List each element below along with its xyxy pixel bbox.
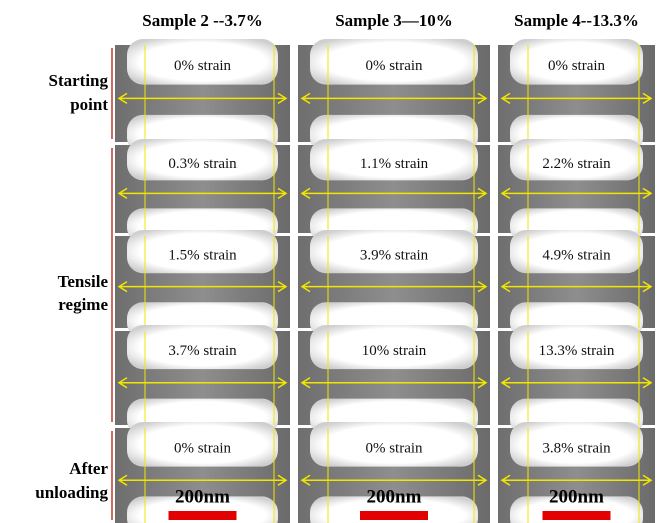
column-header: Sample 2 --3.7%	[142, 11, 262, 30]
strain-label: 3.7% strain	[168, 343, 237, 359]
sem-cell: 10% strain	[298, 325, 490, 436]
strain-label: 1.1% strain	[360, 156, 429, 172]
strain-label: 13.3% strain	[539, 343, 615, 359]
scale-bar-label: 200nm	[175, 486, 230, 507]
sem-cell: 3.9% strain	[298, 230, 490, 339]
strain-label: 0% strain	[365, 440, 423, 456]
sem-cell: 0% strain	[115, 422, 290, 523]
row-label: point	[70, 95, 108, 114]
sem-cell: 0% strain	[498, 39, 655, 154]
sem-cell: 3.7% strain	[115, 325, 290, 436]
strain-label: 3.8% strain	[542, 440, 611, 456]
row-label: Tensile	[58, 272, 109, 291]
sem-cell: 0% strain	[298, 422, 490, 523]
row-label: unloading	[35, 483, 108, 502]
sem-cell: 0% strain	[298, 39, 490, 154]
strain-label: 3.9% strain	[360, 248, 429, 264]
sem-cell: 1.1% strain	[298, 139, 490, 244]
strain-label: 0% strain	[174, 58, 232, 74]
sem-cell: 0.3% strain	[115, 139, 290, 244]
strain-label: 0.3% strain	[168, 156, 237, 172]
scale-bar-label: 200nm	[549, 486, 604, 507]
strain-label: 0% strain	[548, 58, 606, 74]
sem-cell: 4.9% strain	[498, 230, 655, 339]
strain-label: 0% strain	[365, 58, 423, 74]
strain-label: 4.9% strain	[542, 248, 611, 264]
sem-cell: 2.2% strain	[498, 139, 655, 244]
strain-label: 1.5% strain	[168, 248, 237, 264]
column-header: Sample 3—10%	[335, 11, 453, 30]
column-header: Sample 4--13.3%	[514, 11, 639, 30]
row-label: Starting	[49, 71, 109, 90]
scale-bar-label: 200nm	[367, 486, 422, 507]
sem-cell: 0% strain	[115, 39, 290, 154]
sem-cell: 1.5% strain	[115, 230, 290, 339]
strain-label: 0% strain	[174, 440, 232, 456]
row-label: regime	[58, 295, 108, 314]
scale-bar	[169, 511, 237, 520]
sem-cell: 13.3% strain	[498, 325, 655, 436]
row-label: After	[69, 459, 108, 478]
scale-bar	[543, 511, 611, 520]
scale-bar	[360, 511, 428, 520]
strain-label: 10% strain	[362, 343, 427, 359]
strain-label: 2.2% strain	[542, 156, 611, 172]
sem-cell: 3.8% strain	[498, 422, 655, 523]
figure: Sample 2 --3.7% Sample 3—10% Sample 4--13.…	[0, 0, 661, 523]
page: {"columns": ["Sample 2 --3.7%", "Sample …	[0, 0, 661, 523]
